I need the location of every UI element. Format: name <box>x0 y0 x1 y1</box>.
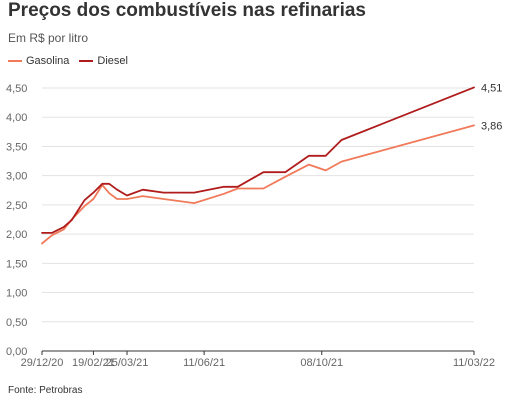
y-tick-label: 2,50 <box>6 200 27 212</box>
x-tick-label: 11/06/21 <box>183 357 225 369</box>
y-tick-label: 1,50 <box>6 258 27 270</box>
series-layer <box>41 86 475 245</box>
end-label-gasolina: 3,86 <box>481 120 502 132</box>
y-tick-label: 0,00 <box>6 346 27 358</box>
y-tick-label: 3,50 <box>6 141 27 153</box>
legend-label-diesel: Diesel <box>97 55 128 67</box>
axis-layer: 0,00 0,50 1,00 1,50 2,00 2,50 3,00 3,50 4,00 4,50… <box>6 83 495 369</box>
chart-subtitle: Em R$ por litro <box>8 31 89 45</box>
y-tick-label: 4,50 <box>6 83 27 95</box>
y-tick-label: 1,00 <box>6 288 27 300</box>
end-label-diesel: 4,51 <box>481 82 502 94</box>
y-tick-label: 0,50 <box>6 317 27 329</box>
x-tick-label: 25/03/21 <box>106 357 149 369</box>
y-tick-label: 4,00 <box>6 112 27 124</box>
y-tick-label: 3,00 <box>6 171 27 183</box>
chart-legend: Gasolina Diesel <box>8 55 138 67</box>
legend-item-diesel: Diesel <box>79 55 128 67</box>
chart-title: Preços dos combustíveis nas refinarias <box>8 0 366 21</box>
x-tick-label: 29/12/20 <box>21 357 64 369</box>
source-note: Fonte: Petrobras <box>8 385 83 396</box>
label-layer: 3,86 4,51 <box>481 82 502 132</box>
legend-label-gasolina: Gasolina <box>26 55 70 67</box>
legend-item-gasolina: Gasolina <box>8 55 69 67</box>
x-tick-label: 11/03/22 <box>453 357 495 369</box>
x-tick-label: 19/02/21 <box>72 357 115 369</box>
legend-swatch-gasolina <box>8 60 22 62</box>
grid-layer <box>42 87 474 323</box>
legend-swatch-diesel <box>79 60 94 62</box>
series-line-diesel <box>41 86 475 234</box>
y-tick-label: 2,00 <box>6 229 27 241</box>
x-tick-label: 08/10/21 <box>300 357 343 369</box>
